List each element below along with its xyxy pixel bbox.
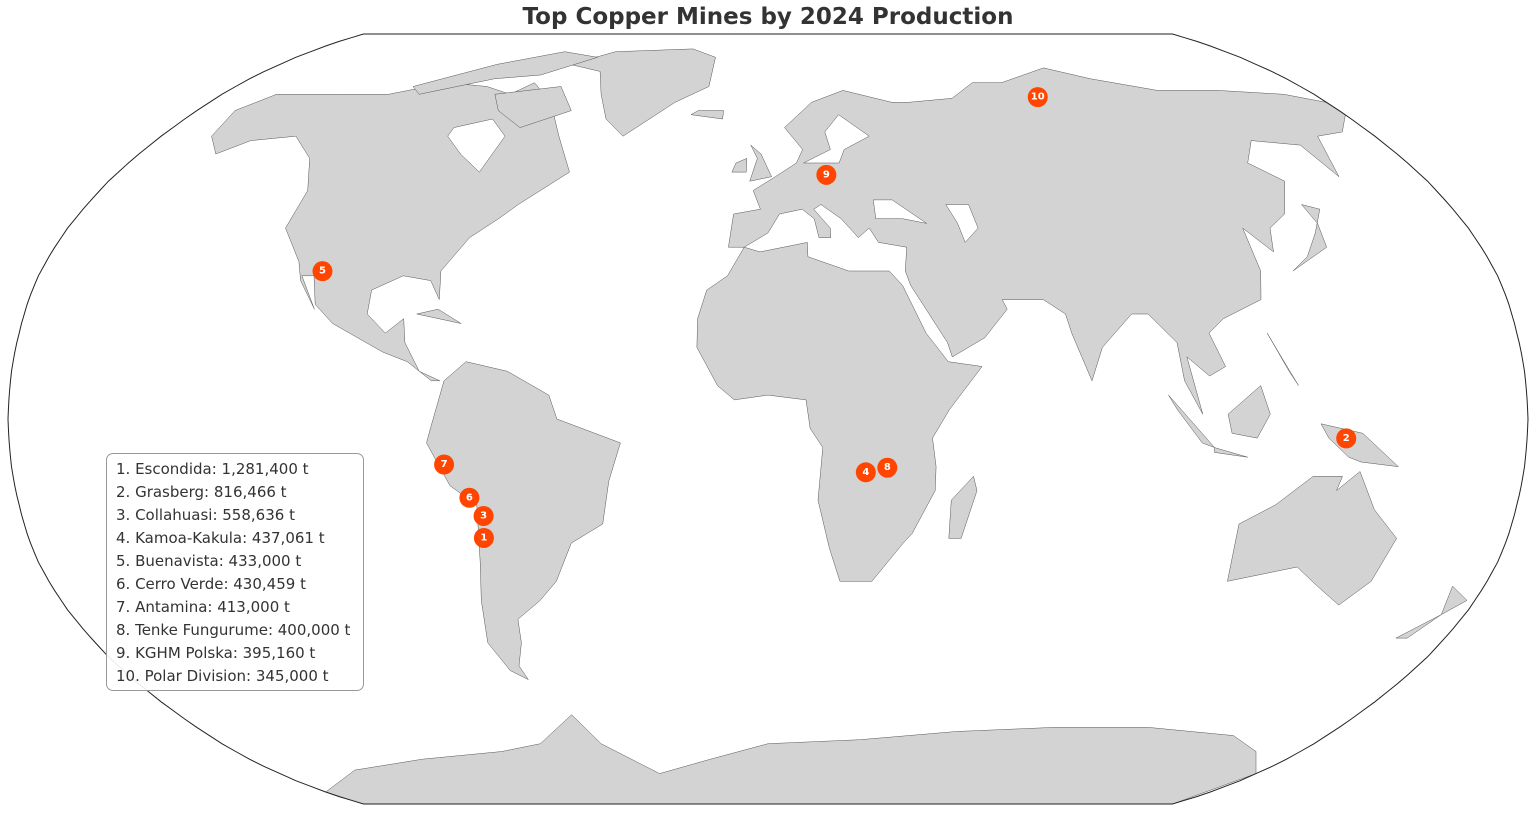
water-black-sea [873, 199, 927, 224]
marker-rank-label: 6 [466, 492, 473, 503]
marker-rank-label: 4 [862, 467, 869, 478]
land-java [1214, 447, 1248, 458]
land-north-america [211, 82, 570, 382]
marker-dot [1336, 428, 1357, 449]
marker-dot [816, 164, 837, 185]
land-philippines [1266, 332, 1299, 386]
marker-dot [434, 454, 455, 475]
water-caspian-sea [945, 204, 979, 243]
land-great-britain [749, 144, 772, 182]
marker-dot [473, 527, 494, 548]
land-baffin-island [494, 86, 572, 128]
water-hudson-bay [447, 118, 506, 173]
marker-rank-label: 10 [1031, 92, 1045, 103]
mine-marker-5[interactable]: 5 [312, 261, 333, 282]
legend-item: 9. KGHM Polska: 395,160 t [116, 644, 316, 662]
legend-item: 5. Buenavista: 433,000 t [116, 552, 302, 570]
marker-rank-label: 5 [319, 266, 326, 277]
mine-marker-2[interactable]: 2 [1336, 428, 1357, 449]
legend-item: 6. Cerro Verde: 430,459 t [116, 575, 306, 593]
land-south-america [426, 361, 621, 681]
mine-marker-4[interactable]: 4 [855, 462, 876, 483]
legend-item: 10. Polar Division: 345,000 t [116, 667, 329, 685]
marker-dot [855, 462, 876, 483]
legend-item: 1. Escondida: 1,281,400 t [116, 460, 309, 478]
land-layer [211, 48, 1468, 805]
legend-item: 3. Collahuasi: 558,636 t [116, 506, 295, 524]
land-arctic-islands [412, 51, 598, 95]
marker-rank-label: 1 [480, 532, 487, 543]
marker-layer: 1 2 3 4 5 6 7 8 9 10 [312, 87, 1357, 548]
land-iceland [690, 110, 724, 120]
map-title: Top Copper Mines by 2024 Production [522, 4, 1014, 30]
land-antarctica [325, 714, 1257, 805]
land-new-zealand [1395, 585, 1468, 639]
mine-marker-10[interactable]: 10 [1027, 87, 1048, 108]
marker-dot [473, 505, 494, 526]
mine-marker-8[interactable]: 8 [877, 457, 898, 478]
marker-dot [1027, 87, 1048, 108]
marker-rank-label: 8 [884, 462, 891, 473]
land-borneo [1227, 385, 1271, 439]
legend-item: 4. Kamoa-Kakula: 437,061 t [116, 529, 325, 547]
land-ireland [731, 158, 748, 173]
mine-marker-7[interactable]: 7 [434, 454, 455, 475]
legend-item: 8. Tenke Fungurume: 400,000 t [116, 621, 351, 639]
marker-dot [312, 261, 333, 282]
legend-item: 2. Grasberg: 816,466 t [116, 483, 287, 501]
mine-marker-1[interactable]: 1 [473, 527, 494, 548]
marker-rank-label: 9 [823, 169, 830, 180]
water-baltic-sea [803, 114, 870, 164]
mine-marker-9[interactable]: 9 [816, 164, 837, 185]
marker-rank-label: 7 [441, 459, 448, 470]
land-new-guinea [1320, 423, 1400, 468]
land-japan [1292, 204, 1328, 272]
mine-marker-3[interactable]: 3 [473, 505, 494, 526]
land-australia [1227, 471, 1397, 606]
marker-rank-label: 2 [1343, 433, 1350, 444]
land-eurasia [728, 67, 1346, 415]
marker-dot [459, 487, 480, 508]
mine-marker-6[interactable]: 6 [459, 487, 480, 508]
land-africa [696, 242, 983, 582]
legend: 1. Escondida: 1,281,400 t 2. Grasberg: 8… [106, 453, 364, 691]
land-greenland [570, 48, 716, 137]
map-frame [7, 33, 1529, 805]
marker-dot [877, 457, 898, 478]
land-sumatra [1168, 394, 1215, 448]
land-madagascar [948, 475, 978, 539]
marker-rank-label: 3 [480, 510, 487, 521]
land-cuba [416, 308, 462, 324]
legend-item: 7. Antamina: 413,000 t [116, 598, 290, 616]
